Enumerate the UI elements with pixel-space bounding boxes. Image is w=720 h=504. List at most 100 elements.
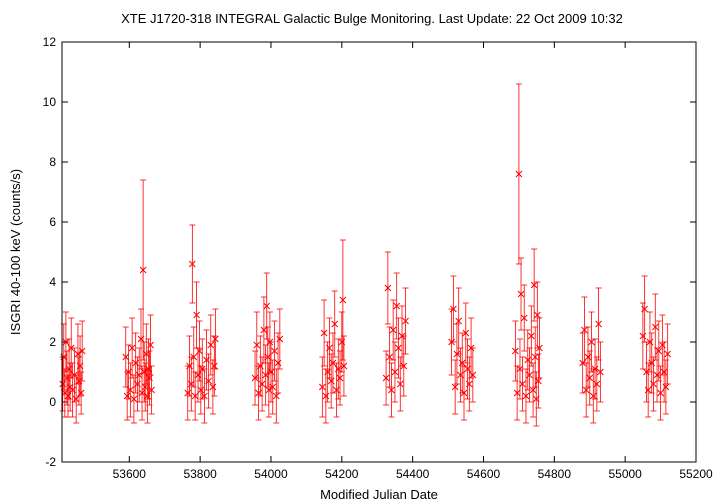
point-marker bbox=[329, 359, 337, 367]
data-point bbox=[536, 317, 543, 379]
x-tick-label: 55000 bbox=[608, 467, 642, 481]
y-tick-label: 10 bbox=[43, 95, 57, 109]
point-marker bbox=[530, 281, 538, 289]
data-point bbox=[535, 353, 542, 409]
point-marker bbox=[194, 371, 202, 379]
data-point bbox=[122, 326, 130, 388]
data-point bbox=[187, 356, 195, 412]
data-point bbox=[597, 341, 604, 403]
point-marker bbox=[586, 374, 594, 382]
point-marker bbox=[210, 362, 218, 370]
data-point bbox=[127, 362, 134, 418]
point-marker bbox=[336, 374, 344, 382]
data-point bbox=[207, 314, 215, 376]
point-marker bbox=[657, 389, 664, 397]
data-point bbox=[340, 335, 348, 397]
point-marker bbox=[320, 329, 328, 337]
point-marker bbox=[272, 392, 280, 400]
point-marker bbox=[205, 377, 212, 385]
data-point bbox=[515, 83, 523, 265]
data-point bbox=[388, 362, 395, 418]
data-point bbox=[339, 239, 347, 361]
point-marker bbox=[130, 395, 138, 403]
point-marker bbox=[331, 320, 339, 328]
data-point bbox=[402, 287, 409, 355]
y-tick-label: 2 bbox=[49, 335, 56, 349]
data-point bbox=[512, 320, 519, 382]
point-marker bbox=[72, 395, 80, 403]
data-point bbox=[331, 290, 339, 358]
x-axis-label: Modified Julian Date bbox=[320, 487, 438, 502]
data-point bbox=[191, 371, 199, 421]
data-point bbox=[664, 323, 672, 385]
point-marker bbox=[517, 290, 525, 298]
point-marker bbox=[386, 353, 393, 361]
y-tick-label: 8 bbox=[49, 155, 56, 169]
data-point bbox=[197, 365, 205, 415]
data-point bbox=[650, 356, 657, 412]
data-point bbox=[271, 320, 278, 382]
point-marker bbox=[533, 311, 541, 319]
point-marker bbox=[536, 344, 543, 352]
point-marker bbox=[384, 284, 392, 292]
point-marker bbox=[339, 296, 347, 304]
point-marker bbox=[128, 344, 136, 352]
y-tick-label: 0 bbox=[49, 395, 56, 409]
x-tick-label: 55200 bbox=[679, 467, 713, 481]
data-point bbox=[655, 320, 663, 382]
point-marker bbox=[391, 368, 399, 376]
data-point bbox=[205, 353, 212, 409]
point-marker bbox=[402, 317, 409, 325]
point-marker bbox=[207, 341, 215, 349]
point-marker bbox=[135, 371, 143, 379]
point-marker bbox=[513, 389, 521, 397]
data-point bbox=[469, 347, 477, 403]
point-marker bbox=[644, 386, 652, 394]
point-marker bbox=[662, 383, 670, 391]
x-tick-label: 54000 bbox=[254, 467, 288, 481]
point-marker bbox=[147, 341, 154, 349]
point-marker bbox=[122, 353, 130, 361]
point-marker bbox=[469, 371, 477, 379]
point-marker bbox=[269, 383, 277, 391]
x-axis-ticks: 53600 53800 54000 54200 54400 54600 54800 55000… bbox=[113, 42, 713, 481]
data-point bbox=[513, 365, 521, 421]
data-point bbox=[148, 365, 155, 415]
y-tick-label: -2 bbox=[45, 455, 56, 469]
data-point bbox=[651, 293, 659, 361]
point-marker bbox=[516, 365, 524, 373]
point-marker bbox=[588, 338, 595, 346]
point-marker bbox=[465, 380, 473, 388]
data-point bbox=[201, 368, 208, 424]
point-marker bbox=[527, 332, 535, 340]
data-point bbox=[142, 323, 150, 385]
point-marker bbox=[382, 374, 390, 382]
point-marker bbox=[190, 353, 198, 361]
point-marker bbox=[276, 335, 284, 343]
point-marker bbox=[641, 305, 648, 313]
point-marker bbox=[526, 371, 533, 379]
point-marker bbox=[451, 383, 459, 391]
point-marker bbox=[263, 302, 271, 310]
point-marker bbox=[582, 386, 590, 394]
data-point bbox=[384, 251, 392, 325]
point-marker bbox=[318, 383, 326, 391]
plot-frame bbox=[61, 41, 697, 463]
data-point bbox=[450, 275, 457, 343]
point-marker bbox=[651, 323, 659, 331]
point-marker bbox=[123, 392, 131, 400]
point-marker bbox=[512, 347, 519, 355]
point-marker bbox=[581, 326, 588, 334]
data-point bbox=[253, 311, 261, 379]
point-marker bbox=[326, 344, 333, 352]
point-marker bbox=[450, 305, 457, 313]
point-marker bbox=[139, 266, 147, 274]
data-point bbox=[123, 371, 131, 421]
point-marker bbox=[655, 347, 663, 355]
point-marker bbox=[271, 347, 278, 355]
data-point bbox=[78, 320, 86, 382]
data-point bbox=[188, 224, 196, 304]
point-marker bbox=[209, 383, 217, 391]
data-point bbox=[533, 281, 541, 349]
